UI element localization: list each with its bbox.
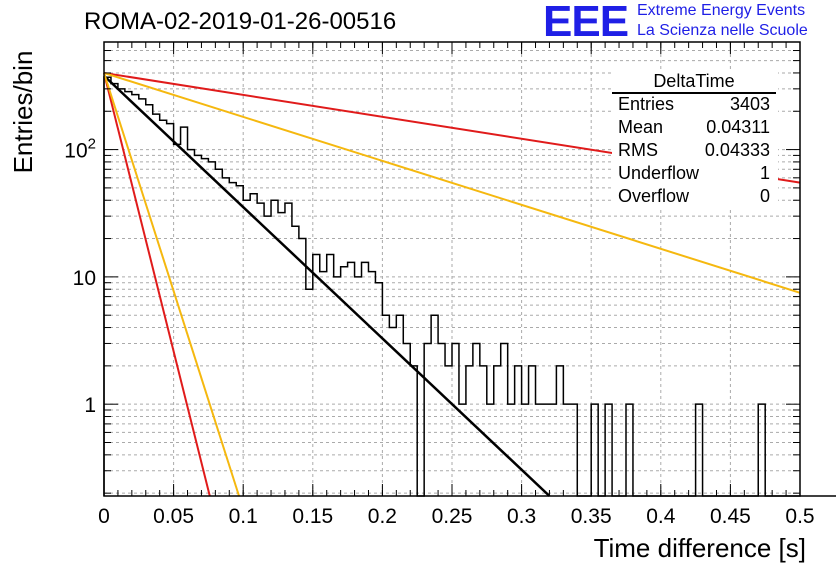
stats-key: Mean: [618, 117, 664, 137]
stats-row-underflow: Underflow 1: [618, 163, 770, 185]
stats-row-rms: RMS 0.04333: [618, 140, 770, 162]
fit-line-3: [103, 72, 211, 497]
stats-key: RMS: [618, 140, 658, 160]
stats-title: DeltaTime: [653, 71, 735, 91]
stats-key: Underflow: [618, 163, 700, 183]
x-tick-label: 0.25: [432, 505, 473, 528]
x-tick-label: 0.1: [229, 505, 258, 528]
x-tick-label: 0.3: [507, 505, 536, 528]
x-axis-label: Time difference [s]: [593, 533, 806, 563]
stats-box: DeltaTime Entries 3403 Mean 0.04311 RMS …: [612, 70, 778, 210]
y-tick-label: 10: [73, 267, 96, 290]
y-axis-label: Entries/bin: [8, 50, 38, 174]
x-tick-label: 0.45: [710, 505, 751, 528]
histogram: [103, 76, 836, 497]
x-tick-label: 0.15: [292, 505, 333, 528]
x-tick-label: 0.5: [785, 505, 814, 528]
stats-key: Overflow: [618, 186, 690, 206]
y-tick-label: 1: [84, 394, 96, 417]
stats-value: 1: [759, 163, 770, 183]
fit-lines: [103, 71, 801, 497]
histogram-bars: [103, 76, 836, 497]
y-tick-label: 102: [64, 136, 96, 163]
stats-divider: [612, 92, 776, 94]
stats-value: 0.04311: [706, 117, 770, 137]
fit-line-4: [103, 72, 240, 497]
x-tick-label: 0: [98, 505, 110, 528]
logo-text-line2: La Scienza nelle Scuole: [637, 22, 808, 39]
x-tick-label: 0.35: [571, 505, 612, 528]
x-tick-label: 0.4: [646, 505, 676, 528]
stats-key: Entries: [618, 94, 675, 114]
tick-labels: 0 0.05 0.1 0.15 0.2 0.25 0.3 0.35 0.4 0.45 0.51101…: [64, 136, 814, 528]
axis-ticks: [103, 41, 801, 496]
logo-text-line1: Extreme Energy Events: [637, 2, 806, 19]
stats-value: 3403: [729, 94, 770, 114]
eee-logo: EEE: [543, 0, 629, 46]
x-tick-label: 0.05: [153, 505, 194, 528]
stats-value: 0.04333: [704, 140, 770, 160]
fit-line-2: [103, 71, 801, 294]
x-tick-label: 0.2: [368, 505, 397, 528]
fit-line-0: [103, 74, 551, 497]
chart-title: ROMA-02-2019-01-26-00516: [84, 8, 397, 35]
stats-row-overflow: Overflow 0: [618, 186, 770, 208]
stats-row-mean: Mean 0.04311: [618, 117, 770, 139]
stats-row-entries: Entries 3403: [618, 94, 770, 116]
stats-value: 0: [759, 186, 770, 206]
